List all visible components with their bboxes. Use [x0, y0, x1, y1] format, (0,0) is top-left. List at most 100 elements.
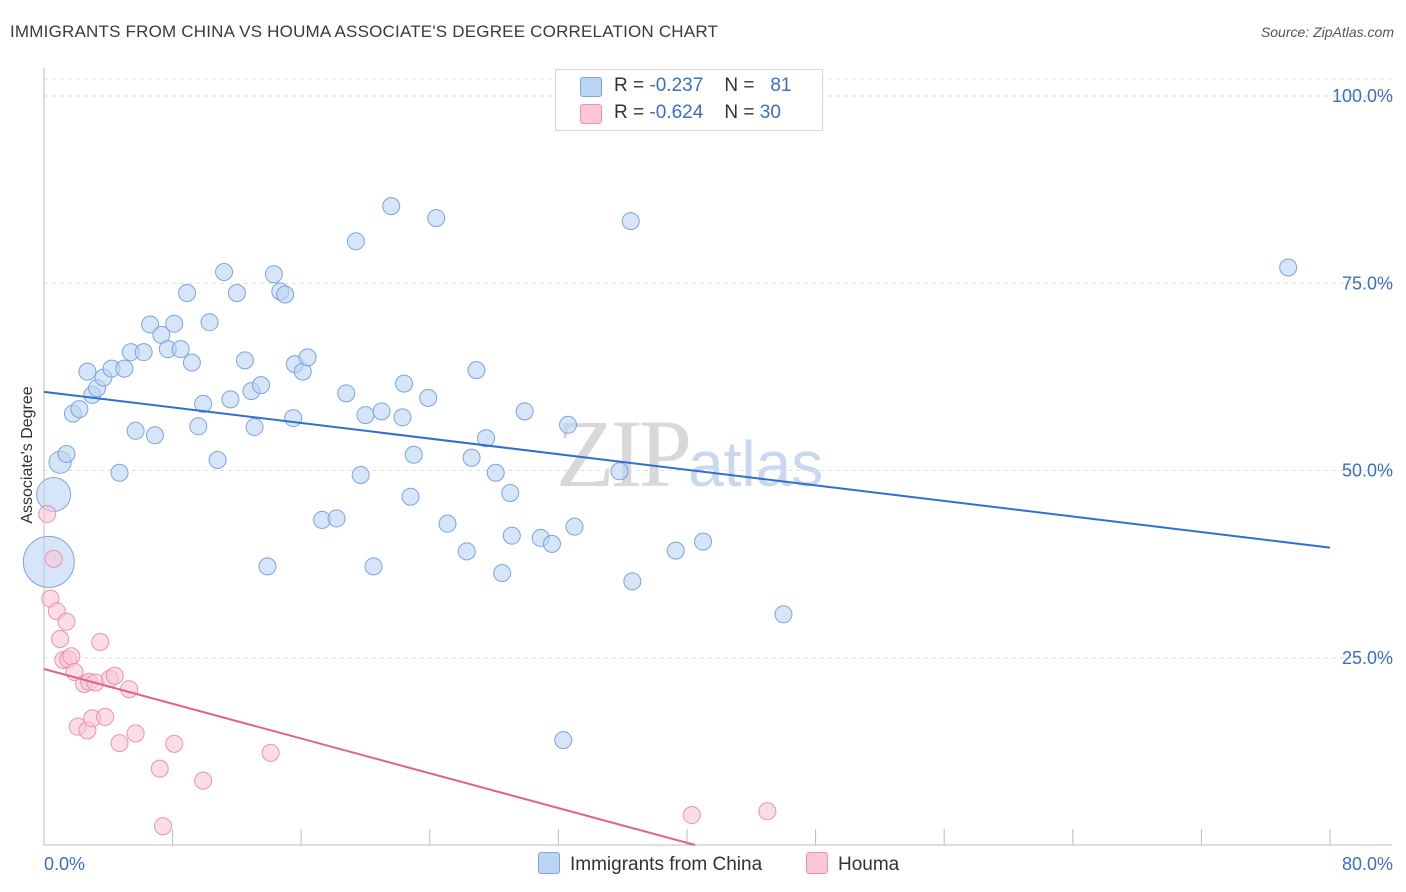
bottom-legend-china: Immigrants from China: [538, 852, 762, 876]
legend-n-label: N =: [724, 102, 755, 123]
data-point-china: [419, 388, 438, 407]
data-point-houma: [150, 759, 169, 778]
y-tick-label: 100.0%: [1332, 86, 1393, 106]
data-point-china: [554, 731, 573, 750]
data-point-china: [208, 451, 227, 470]
data-point-houma: [126, 724, 145, 743]
data-point-china: [515, 402, 534, 421]
x-tick-label: 0.0%: [44, 854, 85, 874]
legend-n-label: N =: [724, 75, 755, 96]
data-point-china: [70, 400, 89, 419]
data-point-china: [559, 415, 578, 434]
data-point-china: [227, 283, 246, 302]
data-point-china: [501, 483, 520, 502]
data-point-houma: [758, 802, 777, 821]
trend-line-china: [43, 390, 1331, 549]
data-point-china: [502, 526, 521, 545]
y-tick-label: 75.0%: [1342, 273, 1393, 293]
watermark-zip: ZIP: [556, 400, 692, 507]
data-point-china: [78, 362, 97, 381]
data-point-china: [245, 418, 264, 437]
bottom-legend-swatch-houma: [806, 852, 828, 874]
data-point-houma: [165, 734, 184, 753]
data-point-china: [382, 197, 401, 216]
data-point-houma: [105, 666, 124, 685]
data-point-houma: [120, 680, 139, 699]
data-point-houma: [91, 633, 110, 652]
data-point-china: [298, 348, 317, 367]
data-point-china: [57, 445, 76, 464]
data-point-china: [337, 384, 356, 403]
data-point-houma: [682, 806, 701, 825]
chart-title: IMMIGRANTS FROM CHINA VS HOUMA ASSOCIATE…: [10, 22, 719, 41]
data-point-china: [565, 517, 584, 536]
data-point-houma: [153, 817, 172, 836]
legend-r-label: R =: [614, 75, 645, 96]
data-point-china: [215, 263, 234, 282]
data-point-china: [393, 408, 412, 427]
data-point-china: [264, 265, 283, 284]
trend-line-houma: [43, 668, 696, 846]
data-point-china: [395, 374, 414, 393]
data-point-china: [171, 340, 190, 359]
data-point-china: [276, 285, 295, 304]
data-point-china: [145, 426, 164, 445]
data-point-china: [493, 564, 512, 583]
data-point-china: [126, 421, 145, 440]
watermark-atlas: atlas: [688, 428, 824, 500]
legend-r-label: R =: [614, 102, 645, 123]
source-label: Source: ZipAtlas.com: [1260, 24, 1394, 40]
data-point-china: [486, 463, 505, 482]
y-axis-label: Associate's Degree: [19, 386, 36, 524]
data-point-china: [438, 514, 457, 533]
data-point-china: [252, 376, 271, 395]
data-point-china: [467, 361, 486, 380]
bottom-legend-label-houma: Houma: [838, 854, 900, 875]
data-point-houma: [44, 549, 63, 568]
data-point-china: [356, 406, 375, 425]
legend-n-value: 81: [770, 75, 792, 96]
data-point-houma: [194, 771, 213, 790]
stats-legend: R = -0.237 N = 81 R = -0.624 N = 30: [555, 69, 823, 131]
data-point-china: [462, 448, 481, 467]
data-point-china: [327, 509, 346, 528]
data-point-china: [141, 315, 160, 334]
data-point-china: [427, 209, 446, 228]
legend-n-value: 30: [759, 102, 781, 123]
data-point-china: [284, 409, 303, 428]
data-point-china: [351, 465, 370, 484]
data-point-china: [477, 429, 496, 448]
data-point-houma: [51, 630, 70, 649]
data-point-china: [666, 541, 685, 560]
legend-r-value: -0.624: [649, 102, 704, 123]
data-point-china: [621, 212, 640, 231]
data-point-china: [623, 572, 642, 591]
data-point-china: [182, 353, 201, 372]
x-tick-label: 80.0%: [1342, 854, 1393, 874]
data-point-china: [542, 534, 561, 553]
legend-swatch-houma: [580, 104, 602, 124]
data-point-china: [774, 605, 793, 624]
data-point-houma: [62, 647, 81, 666]
data-point-china: [610, 462, 629, 481]
data-point-china: [694, 532, 713, 551]
data-point-china: [178, 283, 197, 302]
y-tick-label: 50.0%: [1342, 461, 1393, 481]
data-point-china: [457, 542, 476, 561]
data-point-china: [372, 402, 391, 421]
watermark: ZIPatlas: [556, 398, 823, 509]
data-point-china: [36, 476, 72, 512]
data-point-china: [404, 445, 423, 464]
data-point-china: [134, 343, 153, 362]
data-point-china: [221, 390, 240, 409]
data-point-china: [1279, 258, 1298, 277]
data-point-china: [110, 463, 129, 482]
data-point-china: [165, 314, 184, 333]
data-point-houma: [96, 707, 115, 726]
data-point-china: [258, 557, 277, 576]
data-point-houma: [38, 504, 57, 523]
data-point-china: [194, 394, 213, 413]
data-point-china: [235, 351, 254, 370]
bottom-legend-swatch-china: [538, 852, 560, 874]
